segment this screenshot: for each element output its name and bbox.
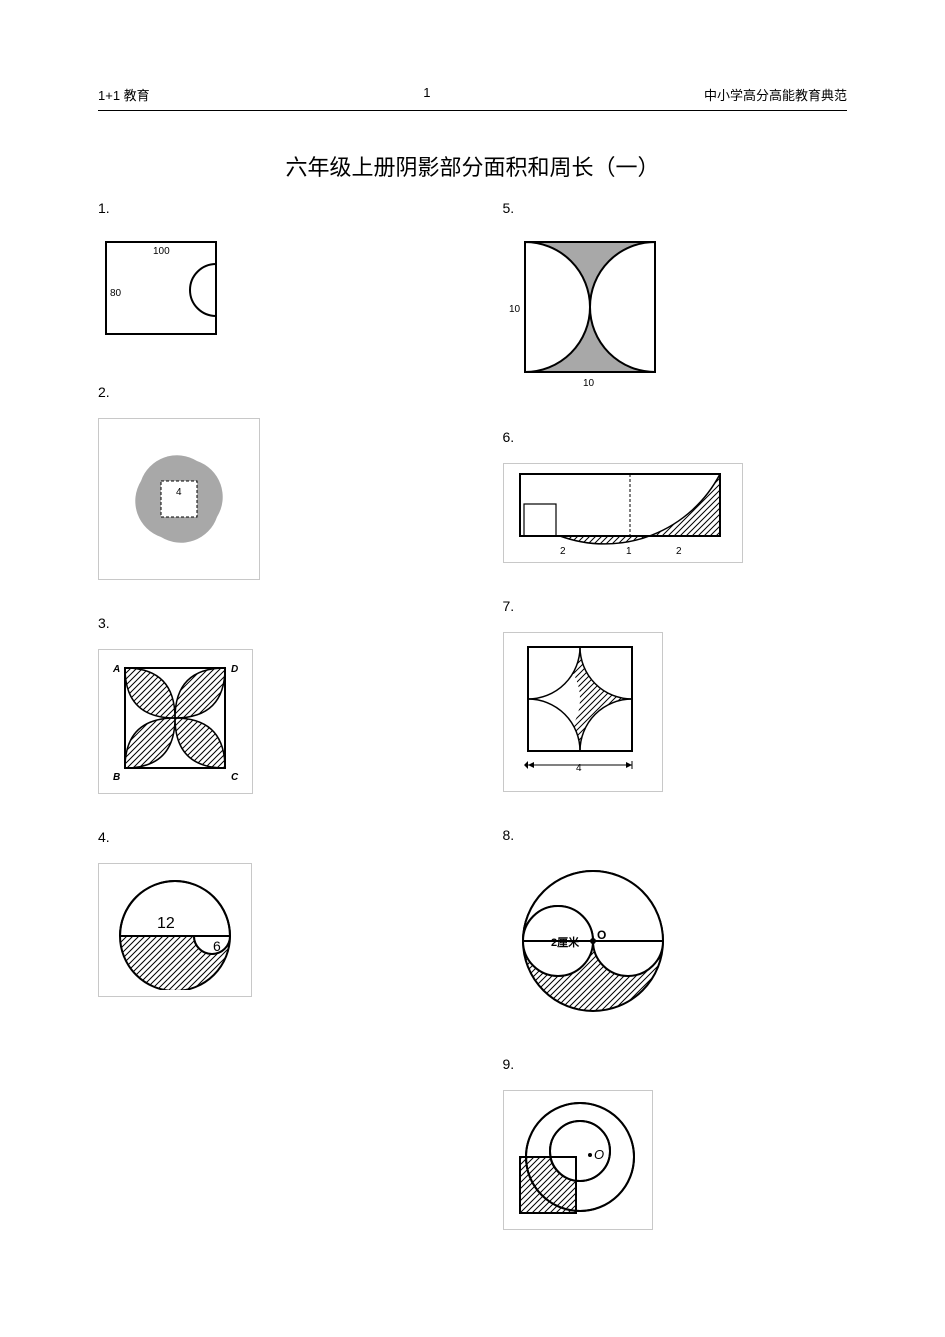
problem-8-num: 8. <box>503 827 848 843</box>
p8-O: O <box>597 928 606 942</box>
p5-bottom: 10 <box>583 378 595 389</box>
p3-D: D <box>231 664 238 675</box>
p6-a: 2 <box>560 546 566 557</box>
problem-3-figure: A D B C <box>98 649 253 794</box>
content-grid: 1. 100 80 2. <box>98 200 847 1265</box>
problem-2-figure: 4 <box>98 418 260 580</box>
problem-5: 5. 10 <box>503 200 848 399</box>
problem-2: 2. <box>98 384 443 585</box>
p1-height-label: 80 <box>110 288 122 299</box>
p3-B: B <box>113 772 120 783</box>
problem-8-figure: 2厘米 O <box>503 861 683 1021</box>
problem-3: 3. <box>98 615 443 799</box>
problem-4-figure: 12 6 <box>98 863 252 997</box>
p7-dim: 4 <box>576 763 582 774</box>
problem-4: 4. <box>98 829 443 1002</box>
p3-C: C <box>231 772 239 783</box>
p4-small: 6 <box>213 938 221 954</box>
problem-4-num: 4. <box>98 829 443 845</box>
p1-width-label: 100 <box>153 246 170 257</box>
problem-5-num: 5. <box>503 200 848 216</box>
p6-c: 2 <box>676 546 682 557</box>
left-column: 1. 100 80 2. <box>98 200 443 1265</box>
problem-9-num: 9. <box>503 1056 848 1072</box>
problem-9: 9. O <box>503 1056 848 1235</box>
p4-big: 12 <box>157 915 175 932</box>
problem-6: 6. 2 1 2 <box>503 429 848 568</box>
header-right: 中小学高分高能教育典范 <box>704 85 847 104</box>
p2-side-label: 4 <box>176 487 182 498</box>
p3-A: A <box>112 664 120 675</box>
p5-side: 10 <box>509 304 521 315</box>
problem-1-num: 1. <box>98 200 443 216</box>
problem-6-num: 6. <box>503 429 848 445</box>
problem-7-num: 7. <box>503 598 848 614</box>
problem-6-figure: 2 1 2 <box>503 463 743 563</box>
p6-b: 1 <box>626 546 632 557</box>
problem-1: 1. 100 80 <box>98 200 443 354</box>
right-column: 5. 10 <box>503 200 848 1265</box>
problem-9-figure: O <box>503 1090 653 1230</box>
problem-7-figure: 4 <box>503 632 663 792</box>
p8-label: 2厘米 <box>551 935 580 949</box>
problem-3-num: 3. <box>98 615 443 631</box>
header-left: 1+1 教育 <box>98 85 150 104</box>
problem-8: 8. 2厘米 O <box>503 827 848 1026</box>
page-header: 1+1 教育 1 中小学高分高能教育典范 <box>98 85 847 111</box>
problem-7: 7. <box>503 598 848 797</box>
p9-O: O <box>594 1147 604 1162</box>
page-title: 六年级上册阴影部分面积和周长（一） <box>0 150 945 182</box>
problem-5-figure: 10 10 <box>503 234 678 394</box>
problem-2-num: 2. <box>98 384 443 400</box>
problem-1-figure: 100 80 <box>98 234 228 349</box>
header-center: 1 <box>423 85 430 104</box>
